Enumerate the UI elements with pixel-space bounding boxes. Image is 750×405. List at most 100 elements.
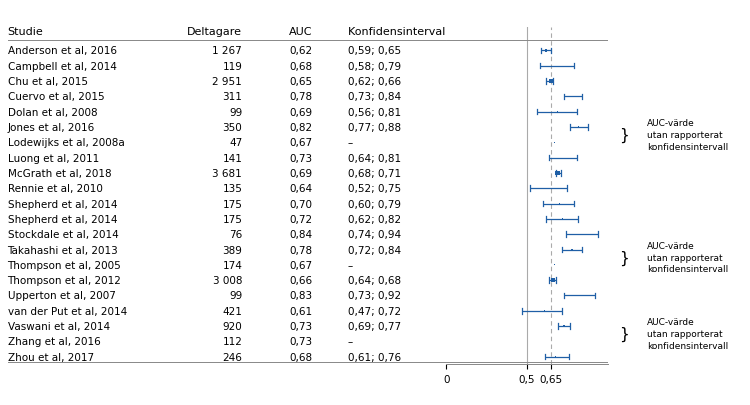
Text: 0,68: 0,68 bbox=[290, 62, 313, 72]
Text: 0,60; 0,79: 0,60; 0,79 bbox=[347, 199, 400, 209]
Text: 350: 350 bbox=[223, 123, 242, 133]
Text: 0,83: 0,83 bbox=[290, 291, 313, 301]
Text: 175: 175 bbox=[222, 214, 242, 224]
Text: 0,73: 0,73 bbox=[290, 153, 313, 163]
Text: Shepherd et al, 2014: Shepherd et al, 2014 bbox=[8, 199, 117, 209]
Text: 0,61; 0,76: 0,61; 0,76 bbox=[347, 352, 400, 362]
Text: Vaswani et al, 2014: Vaswani et al, 2014 bbox=[8, 321, 109, 331]
Text: Konfidensintervall 95 %: Konfidensintervall 95 % bbox=[347, 27, 480, 37]
Text: 0,62: 0,62 bbox=[290, 46, 313, 56]
Text: 0,73; 0,84: 0,73; 0,84 bbox=[347, 92, 400, 102]
Text: AUC-värde
utan rapporterat
konfidensintervall: AUC-värde utan rapporterat konfidensinte… bbox=[647, 119, 729, 151]
Bar bbox=[578, 127, 579, 128]
Text: 0,68; 0,71: 0,68; 0,71 bbox=[347, 168, 400, 179]
Text: Luong et al, 2011: Luong et al, 2011 bbox=[8, 153, 99, 163]
Text: 0,62; 0,82: 0,62; 0,82 bbox=[347, 214, 400, 224]
Text: Chu et al, 2015: Chu et al, 2015 bbox=[8, 77, 88, 87]
Text: Stockdale et al, 2014: Stockdale et al, 2014 bbox=[8, 230, 118, 240]
Text: 0,61: 0,61 bbox=[290, 306, 313, 316]
Text: –: – bbox=[347, 138, 352, 148]
Text: Zhang et al, 2016: Zhang et al, 2016 bbox=[8, 337, 101, 347]
Text: 0,47; 0,72: 0,47; 0,72 bbox=[347, 306, 400, 316]
Text: 0,56; 0,81: 0,56; 0,81 bbox=[347, 107, 400, 117]
Text: Takahashi et al, 2013: Takahashi et al, 2013 bbox=[8, 245, 118, 255]
Text: 311: 311 bbox=[222, 92, 242, 102]
Bar bbox=[563, 325, 565, 327]
Text: 0,58; 0,79: 0,58; 0,79 bbox=[347, 62, 400, 72]
Text: 0,69: 0,69 bbox=[290, 168, 313, 179]
Text: 0,64; 0,68: 0,64; 0,68 bbox=[347, 275, 400, 286]
Text: 0,64; 0,81: 0,64; 0,81 bbox=[347, 153, 400, 163]
Text: Anderson et al, 2016: Anderson et al, 2016 bbox=[8, 46, 116, 56]
Text: 135: 135 bbox=[222, 184, 242, 194]
Text: 0,77; 0,88: 0,77; 0,88 bbox=[347, 123, 400, 133]
Text: Jones et al, 2016: Jones et al, 2016 bbox=[8, 123, 94, 133]
Text: 0,82: 0,82 bbox=[290, 123, 313, 133]
Text: Zhou et al, 2017: Zhou et al, 2017 bbox=[8, 352, 94, 362]
Text: van der Put et al, 2014: van der Put et al, 2014 bbox=[8, 306, 127, 316]
Text: 0,59; 0,65: 0,59; 0,65 bbox=[347, 46, 400, 56]
Text: 246: 246 bbox=[222, 352, 242, 362]
Text: Cuervo et al, 2015: Cuervo et al, 2015 bbox=[8, 92, 104, 102]
Text: 0,67: 0,67 bbox=[290, 260, 313, 270]
Text: 175: 175 bbox=[222, 199, 242, 209]
Text: 1 267: 1 267 bbox=[212, 46, 242, 56]
Bar bbox=[549, 80, 553, 84]
Text: Deltagare: Deltagare bbox=[188, 27, 242, 37]
Text: 0,69; 0,77: 0,69; 0,77 bbox=[347, 321, 400, 331]
Text: 0,68: 0,68 bbox=[290, 352, 313, 362]
Text: 174: 174 bbox=[222, 260, 242, 270]
Text: Dolan et al, 2008: Dolan et al, 2008 bbox=[8, 107, 98, 117]
Text: 0,70: 0,70 bbox=[290, 199, 313, 209]
Text: 119: 119 bbox=[222, 62, 242, 72]
Text: 389: 389 bbox=[222, 245, 242, 255]
Text: 0,52; 0,75: 0,52; 0,75 bbox=[347, 184, 400, 194]
Text: 99: 99 bbox=[229, 107, 242, 117]
Bar bbox=[544, 310, 545, 312]
Bar bbox=[545, 50, 548, 53]
Text: 76: 76 bbox=[229, 230, 242, 240]
Text: AUC: AUC bbox=[289, 27, 313, 37]
Text: 0,72; 0,84: 0,72; 0,84 bbox=[347, 245, 400, 255]
Text: 920: 920 bbox=[223, 321, 242, 331]
Text: –: – bbox=[347, 260, 352, 270]
Text: 2 951: 2 951 bbox=[212, 77, 242, 87]
Text: 0,78: 0,78 bbox=[290, 92, 313, 102]
Text: 0,74; 0,94: 0,74; 0,94 bbox=[347, 230, 400, 240]
Bar bbox=[559, 204, 560, 205]
Text: –: – bbox=[347, 337, 352, 347]
Text: 141: 141 bbox=[222, 153, 242, 163]
Text: Lodewijks et al, 2008a: Lodewijks et al, 2008a bbox=[8, 138, 124, 148]
Text: }: } bbox=[619, 326, 628, 341]
Text: 0,64: 0,64 bbox=[290, 184, 313, 194]
Text: }: } bbox=[619, 128, 628, 143]
Text: 3 681: 3 681 bbox=[212, 168, 242, 179]
Text: 99: 99 bbox=[229, 291, 242, 301]
Text: Studie: Studie bbox=[8, 27, 44, 37]
Text: 0,65: 0,65 bbox=[290, 77, 313, 87]
Bar bbox=[555, 356, 556, 358]
Text: 0,69: 0,69 bbox=[290, 107, 313, 117]
Bar bbox=[549, 188, 550, 189]
Bar bbox=[550, 279, 554, 282]
Bar bbox=[572, 96, 573, 98]
Text: 0,73: 0,73 bbox=[290, 321, 313, 331]
Text: Upperton et al, 2007: Upperton et al, 2007 bbox=[8, 291, 115, 301]
Text: }: } bbox=[619, 250, 628, 265]
Text: 0,62; 0,66: 0,62; 0,66 bbox=[347, 77, 400, 87]
Text: Thompson et al, 2005: Thompson et al, 2005 bbox=[8, 260, 122, 270]
Text: 0,73; 0,92: 0,73; 0,92 bbox=[347, 291, 400, 301]
Text: AUC-värde
utan rapporterat
konfidensintervall: AUC-värde utan rapporterat konfidensinte… bbox=[647, 318, 729, 350]
Text: Campbell et al, 2014: Campbell et al, 2014 bbox=[8, 62, 116, 72]
Text: 0,67: 0,67 bbox=[290, 138, 313, 148]
Text: 3 008: 3 008 bbox=[213, 275, 242, 286]
Text: AUC-värde
utan rapporterat
konfidensintervall: AUC-värde utan rapporterat konfidensinte… bbox=[647, 241, 729, 274]
Text: 47: 47 bbox=[229, 138, 242, 148]
Text: 421: 421 bbox=[222, 306, 242, 316]
Text: 0,66: 0,66 bbox=[290, 275, 313, 286]
Text: McGrath et al, 2018: McGrath et al, 2018 bbox=[8, 168, 111, 179]
Text: 0,78: 0,78 bbox=[290, 245, 313, 255]
Text: Thompson et al, 2012: Thompson et al, 2012 bbox=[8, 275, 122, 286]
Bar bbox=[563, 158, 565, 159]
Bar bbox=[554, 265, 555, 266]
